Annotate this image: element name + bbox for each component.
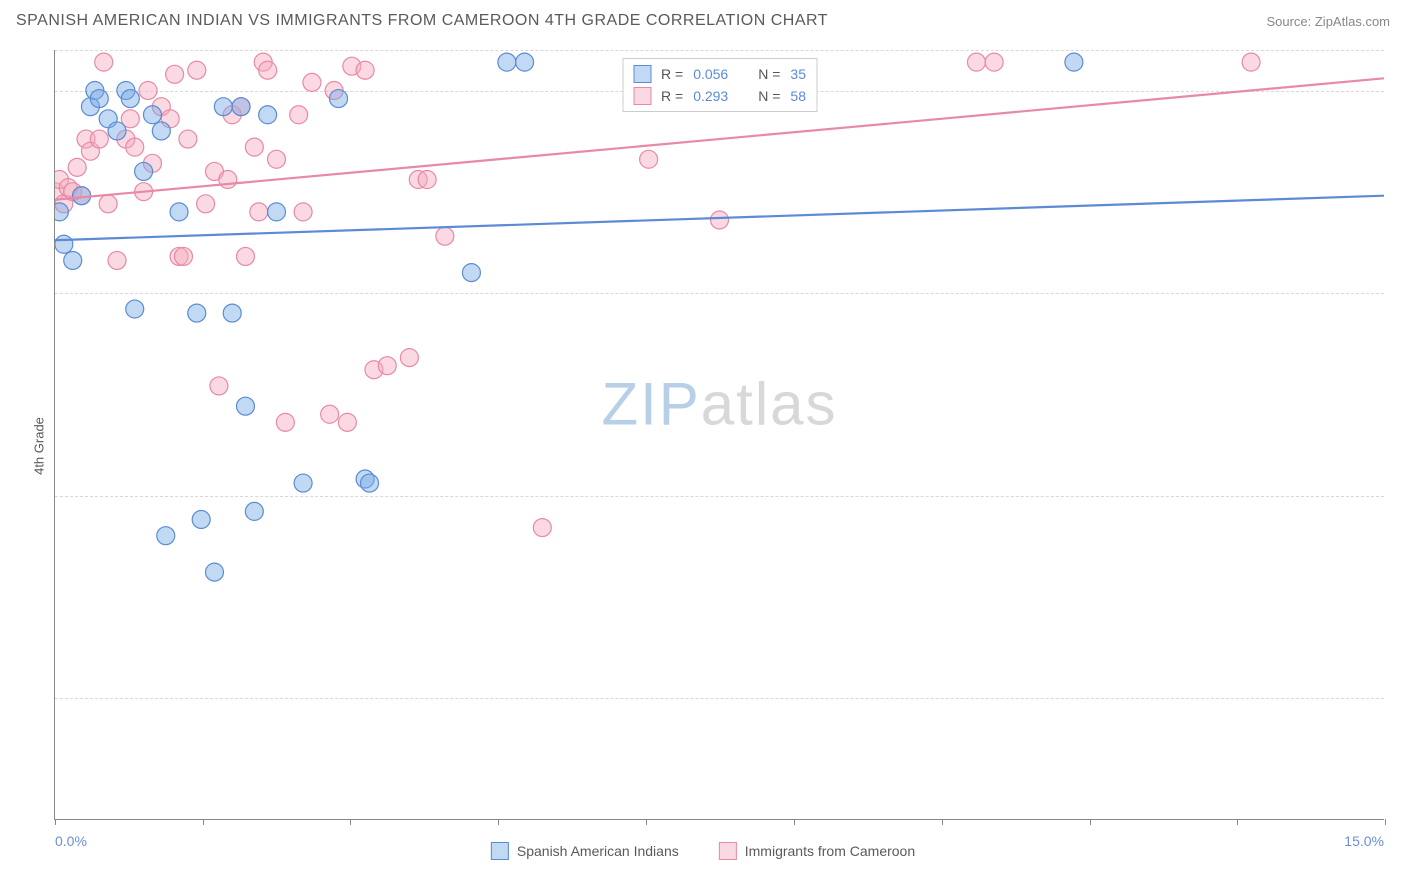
x-tick bbox=[1385, 819, 1386, 825]
data-point bbox=[210, 377, 228, 395]
bottom-legend: Spanish American Indians Immigrants from… bbox=[491, 842, 915, 860]
data-point bbox=[188, 61, 206, 79]
x-min-label: 0.0% bbox=[55, 833, 87, 849]
data-point bbox=[498, 53, 516, 71]
data-point bbox=[223, 304, 241, 322]
data-point bbox=[99, 195, 117, 213]
data-point bbox=[219, 171, 237, 189]
data-point bbox=[462, 264, 480, 282]
data-point bbox=[157, 527, 175, 545]
data-point bbox=[214, 98, 232, 116]
chart-source: Source: ZipAtlas.com bbox=[1266, 14, 1390, 29]
x-tick bbox=[55, 819, 56, 825]
data-point bbox=[533, 519, 551, 537]
data-point bbox=[126, 138, 144, 156]
data-point bbox=[250, 203, 268, 221]
data-point bbox=[1065, 53, 1083, 71]
data-point bbox=[64, 251, 82, 269]
data-point bbox=[245, 502, 263, 520]
data-point bbox=[290, 106, 308, 124]
chart-title: SPANISH AMERICAN INDIAN VS IMMIGRANTS FR… bbox=[16, 12, 828, 30]
data-point bbox=[232, 98, 250, 116]
x-tick bbox=[1090, 819, 1091, 825]
legend-stats-box: R = 0.056 N = 35 R = 0.293 N = 58 bbox=[622, 58, 817, 112]
data-point bbox=[378, 357, 396, 375]
data-point bbox=[330, 90, 348, 108]
data-point bbox=[338, 413, 356, 431]
x-tick bbox=[942, 819, 943, 825]
data-point bbox=[121, 90, 139, 108]
data-point bbox=[259, 61, 277, 79]
data-point bbox=[640, 150, 658, 168]
data-point bbox=[294, 203, 312, 221]
data-point bbox=[268, 150, 286, 168]
data-point bbox=[245, 138, 263, 156]
data-point bbox=[711, 211, 729, 229]
plot-area: ZIPatlas R = 0.056 N = 35 R = 0.293 N = … bbox=[54, 50, 1384, 820]
data-point bbox=[170, 203, 188, 221]
data-point bbox=[356, 61, 374, 79]
data-point bbox=[188, 304, 206, 322]
data-point bbox=[303, 73, 321, 91]
bottom-legend-pink: Immigrants from Cameroon bbox=[719, 842, 915, 860]
swatch-icon bbox=[491, 842, 509, 860]
chart-container: SPANISH AMERICAN INDIAN VS IMMIGRANTS FR… bbox=[0, 0, 1406, 892]
data-point bbox=[166, 65, 184, 83]
data-point bbox=[90, 90, 108, 108]
data-point bbox=[967, 53, 985, 71]
data-point bbox=[436, 227, 454, 245]
data-point bbox=[143, 106, 161, 124]
bottom-legend-blue: Spanish American Indians bbox=[491, 842, 679, 860]
x-tick bbox=[498, 819, 499, 825]
data-point bbox=[985, 53, 1003, 71]
x-max-label: 15.0% bbox=[1344, 833, 1384, 849]
data-point bbox=[139, 81, 157, 99]
data-point bbox=[108, 251, 126, 269]
legend-stats-row-pink: R = 0.293 N = 58 bbox=[633, 85, 806, 107]
x-tick bbox=[350, 819, 351, 825]
data-point bbox=[321, 405, 339, 423]
y-axis-label: 4th Grade bbox=[31, 417, 46, 475]
data-point bbox=[236, 397, 254, 415]
data-point bbox=[236, 247, 254, 265]
data-point bbox=[152, 122, 170, 140]
data-point bbox=[400, 349, 418, 367]
data-point bbox=[126, 300, 144, 318]
data-point bbox=[135, 162, 153, 180]
data-point bbox=[197, 195, 215, 213]
swatch-icon bbox=[633, 87, 651, 105]
swatch-icon bbox=[633, 65, 651, 83]
data-point bbox=[268, 203, 286, 221]
chart-header: SPANISH AMERICAN INDIAN VS IMMIGRANTS FR… bbox=[16, 12, 1390, 30]
data-point bbox=[276, 413, 294, 431]
data-point bbox=[174, 247, 192, 265]
x-tick bbox=[794, 819, 795, 825]
data-point bbox=[192, 511, 210, 529]
data-point bbox=[1242, 53, 1260, 71]
data-point bbox=[516, 53, 534, 71]
x-tick bbox=[1237, 819, 1238, 825]
swatch-icon bbox=[719, 842, 737, 860]
legend-stats-row-blue: R = 0.056 N = 35 bbox=[633, 63, 806, 85]
x-tick bbox=[646, 819, 647, 825]
data-point bbox=[55, 203, 68, 221]
data-point bbox=[259, 106, 277, 124]
scatter-svg bbox=[55, 50, 1384, 819]
data-point bbox=[205, 563, 223, 581]
data-point bbox=[179, 130, 197, 148]
x-tick bbox=[203, 819, 204, 825]
data-point bbox=[361, 474, 379, 492]
data-point bbox=[55, 235, 73, 253]
data-point bbox=[90, 130, 108, 148]
data-point bbox=[68, 158, 86, 176]
data-point bbox=[418, 171, 436, 189]
data-point bbox=[95, 53, 113, 71]
data-point bbox=[294, 474, 312, 492]
data-point bbox=[108, 122, 126, 140]
